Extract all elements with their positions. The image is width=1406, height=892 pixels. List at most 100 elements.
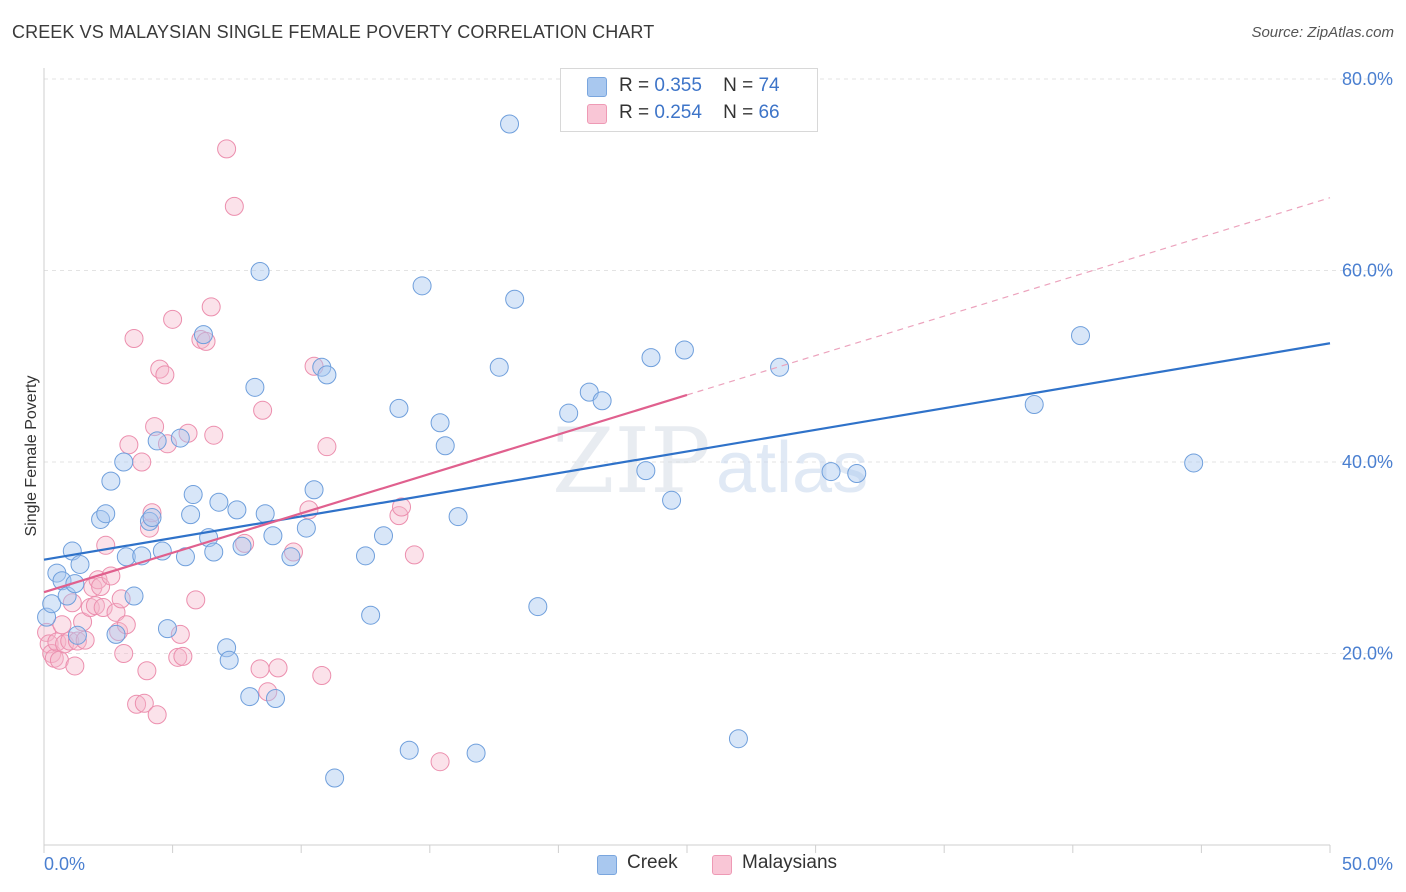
creek-point xyxy=(399,740,419,760)
legend-n-value-creek: 74 xyxy=(758,75,780,96)
creek-point xyxy=(157,619,177,639)
series-legend: Creek Malaysians xyxy=(0,852,1406,878)
creek-point xyxy=(183,485,203,505)
creek-point xyxy=(847,463,867,483)
creek-point xyxy=(592,391,612,411)
creek-point xyxy=(435,436,455,456)
creek-point xyxy=(91,509,111,529)
y-tick-label: 80.0% xyxy=(1342,69,1393,89)
malaysians-point xyxy=(317,437,337,457)
creek-point xyxy=(101,471,121,491)
creek-point xyxy=(181,505,201,525)
malaysians-point xyxy=(224,196,244,216)
legend-r-value-malaysians: 0.254 xyxy=(654,102,702,123)
series-swatch-malaysians xyxy=(712,855,732,875)
malaysians-point xyxy=(96,535,116,555)
legend-swatch-malaysians xyxy=(587,104,607,124)
chart-title: CREEK VS MALAYSIAN SINGLE FEMALE POVERTY… xyxy=(12,22,655,42)
creek-point xyxy=(240,687,260,707)
y-axis-label: Single Female Poverty xyxy=(23,376,40,537)
creek-point xyxy=(114,452,134,472)
watermark: ZIP atlas xyxy=(552,409,868,514)
malaysians-point xyxy=(127,694,147,714)
malaysians-point xyxy=(119,435,139,455)
legend-n-value-malaysians: 66 xyxy=(758,102,780,123)
malaysians-trend-line xyxy=(43,393,688,594)
creek-point xyxy=(559,403,579,423)
creek-point xyxy=(448,507,468,527)
creek-point xyxy=(317,365,337,385)
x-tick-label: 50.0% xyxy=(1342,854,1393,874)
creek-point xyxy=(124,586,144,606)
creek-point xyxy=(1024,395,1044,415)
malaysians-point xyxy=(392,497,412,517)
malaysians-point xyxy=(430,752,450,772)
creek-point xyxy=(728,729,748,749)
creek-point xyxy=(389,398,409,418)
legend-r-label: R = xyxy=(619,75,650,96)
creek-point xyxy=(193,325,213,345)
creek-point xyxy=(430,413,450,433)
malaysians-point xyxy=(250,659,270,679)
creek-point xyxy=(204,542,224,562)
malaysians-point xyxy=(124,328,144,348)
malaysians-point xyxy=(132,452,152,472)
malaysians-point xyxy=(134,693,154,713)
creek-point xyxy=(1184,453,1204,473)
malaysians-point xyxy=(116,615,136,635)
malaysians-point xyxy=(253,400,273,420)
malaysians-point xyxy=(201,297,221,317)
creek-point xyxy=(219,650,239,670)
malaysians-point xyxy=(37,622,57,642)
series-label-malaysians: Malaysians xyxy=(742,852,838,873)
creek-point xyxy=(325,768,345,788)
malaysians-point xyxy=(109,621,129,641)
y-tick-label: 40.0% xyxy=(1342,452,1393,472)
creek-point xyxy=(281,547,301,567)
correlation-legend: R = 0.355 N = 74 R = 0.254 N = 66 xyxy=(560,68,818,132)
malaysians-point xyxy=(52,615,72,635)
malaysians-point xyxy=(168,647,188,667)
malaysians-point xyxy=(150,359,170,379)
creek-point xyxy=(821,462,841,482)
creek-point xyxy=(674,340,694,360)
source-label: Source: ZipAtlas.com xyxy=(1251,24,1394,41)
malaysians-point xyxy=(114,644,134,663)
malaysians-points xyxy=(37,139,450,772)
creek-trend-line xyxy=(43,342,1331,561)
malaysians-point xyxy=(62,593,82,613)
malaysians-point xyxy=(147,705,167,725)
series-label-creek: Creek xyxy=(627,852,678,873)
creek-point xyxy=(500,114,520,134)
creek-point xyxy=(250,261,270,281)
creek-point xyxy=(255,504,275,524)
creek-point xyxy=(356,546,375,566)
legend-n-label: N = xyxy=(723,102,754,123)
creek-point xyxy=(770,357,790,377)
series-swatch-creek xyxy=(597,855,617,875)
creek-point xyxy=(209,492,229,512)
creek-point xyxy=(505,289,525,309)
creek-point xyxy=(106,624,126,644)
creek-point xyxy=(263,526,283,546)
creek-point xyxy=(296,518,316,538)
malaysians-point xyxy=(235,533,255,553)
creek-point xyxy=(42,594,62,614)
malaysians-point xyxy=(85,596,105,616)
creek-point xyxy=(412,276,432,296)
watermark-atlas: atlas xyxy=(716,428,868,508)
creek-point xyxy=(466,743,486,763)
axes xyxy=(43,68,1331,853)
creek-point xyxy=(116,547,136,567)
y-tick-label: 60.0% xyxy=(1342,261,1393,281)
creek-point xyxy=(245,377,265,397)
malaysians-point xyxy=(173,646,193,666)
trend-lines xyxy=(43,197,1331,594)
malaysians-point xyxy=(217,139,237,159)
malaysians-point xyxy=(258,682,278,702)
creek-point xyxy=(641,348,661,368)
creek-point xyxy=(636,461,656,481)
creek-point xyxy=(170,428,190,448)
creek-point xyxy=(217,638,237,658)
